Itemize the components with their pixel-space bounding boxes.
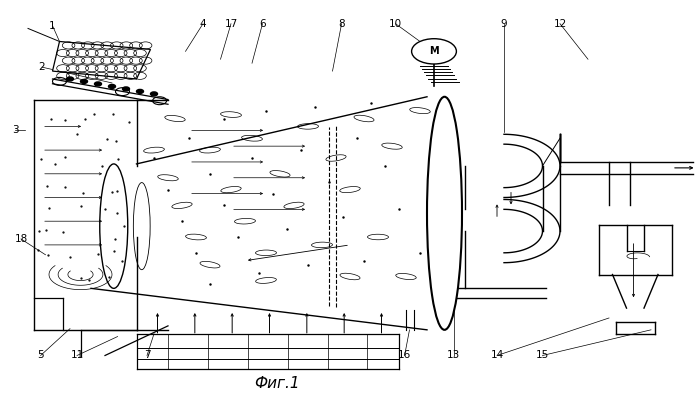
Text: 12: 12 — [554, 19, 566, 29]
Text: 18: 18 — [15, 234, 27, 244]
Text: 11: 11 — [71, 350, 83, 361]
Text: М: М — [429, 46, 439, 56]
Text: 4: 4 — [199, 19, 206, 29]
Text: 9: 9 — [500, 19, 508, 29]
Text: 17: 17 — [225, 19, 237, 29]
Text: 6: 6 — [259, 19, 266, 29]
Text: 8: 8 — [338, 19, 345, 29]
Text: 3: 3 — [12, 125, 19, 135]
Circle shape — [80, 79, 88, 83]
Text: 14: 14 — [491, 350, 503, 361]
Polygon shape — [52, 41, 150, 79]
Ellipse shape — [427, 97, 462, 330]
Circle shape — [108, 85, 116, 88]
Circle shape — [150, 92, 158, 96]
Text: 15: 15 — [536, 350, 549, 361]
Text: 16: 16 — [398, 350, 411, 361]
Text: 10: 10 — [389, 19, 402, 29]
Text: 2: 2 — [38, 62, 46, 72]
Text: 13: 13 — [447, 350, 460, 361]
Text: 5: 5 — [37, 350, 44, 361]
Text: 1: 1 — [49, 21, 56, 31]
Text: 7: 7 — [144, 350, 150, 361]
Circle shape — [94, 82, 101, 86]
Text: Фиг.1: Фиг.1 — [253, 376, 300, 391]
Circle shape — [66, 77, 74, 81]
Circle shape — [136, 89, 144, 93]
Circle shape — [122, 87, 130, 91]
Circle shape — [412, 39, 456, 64]
